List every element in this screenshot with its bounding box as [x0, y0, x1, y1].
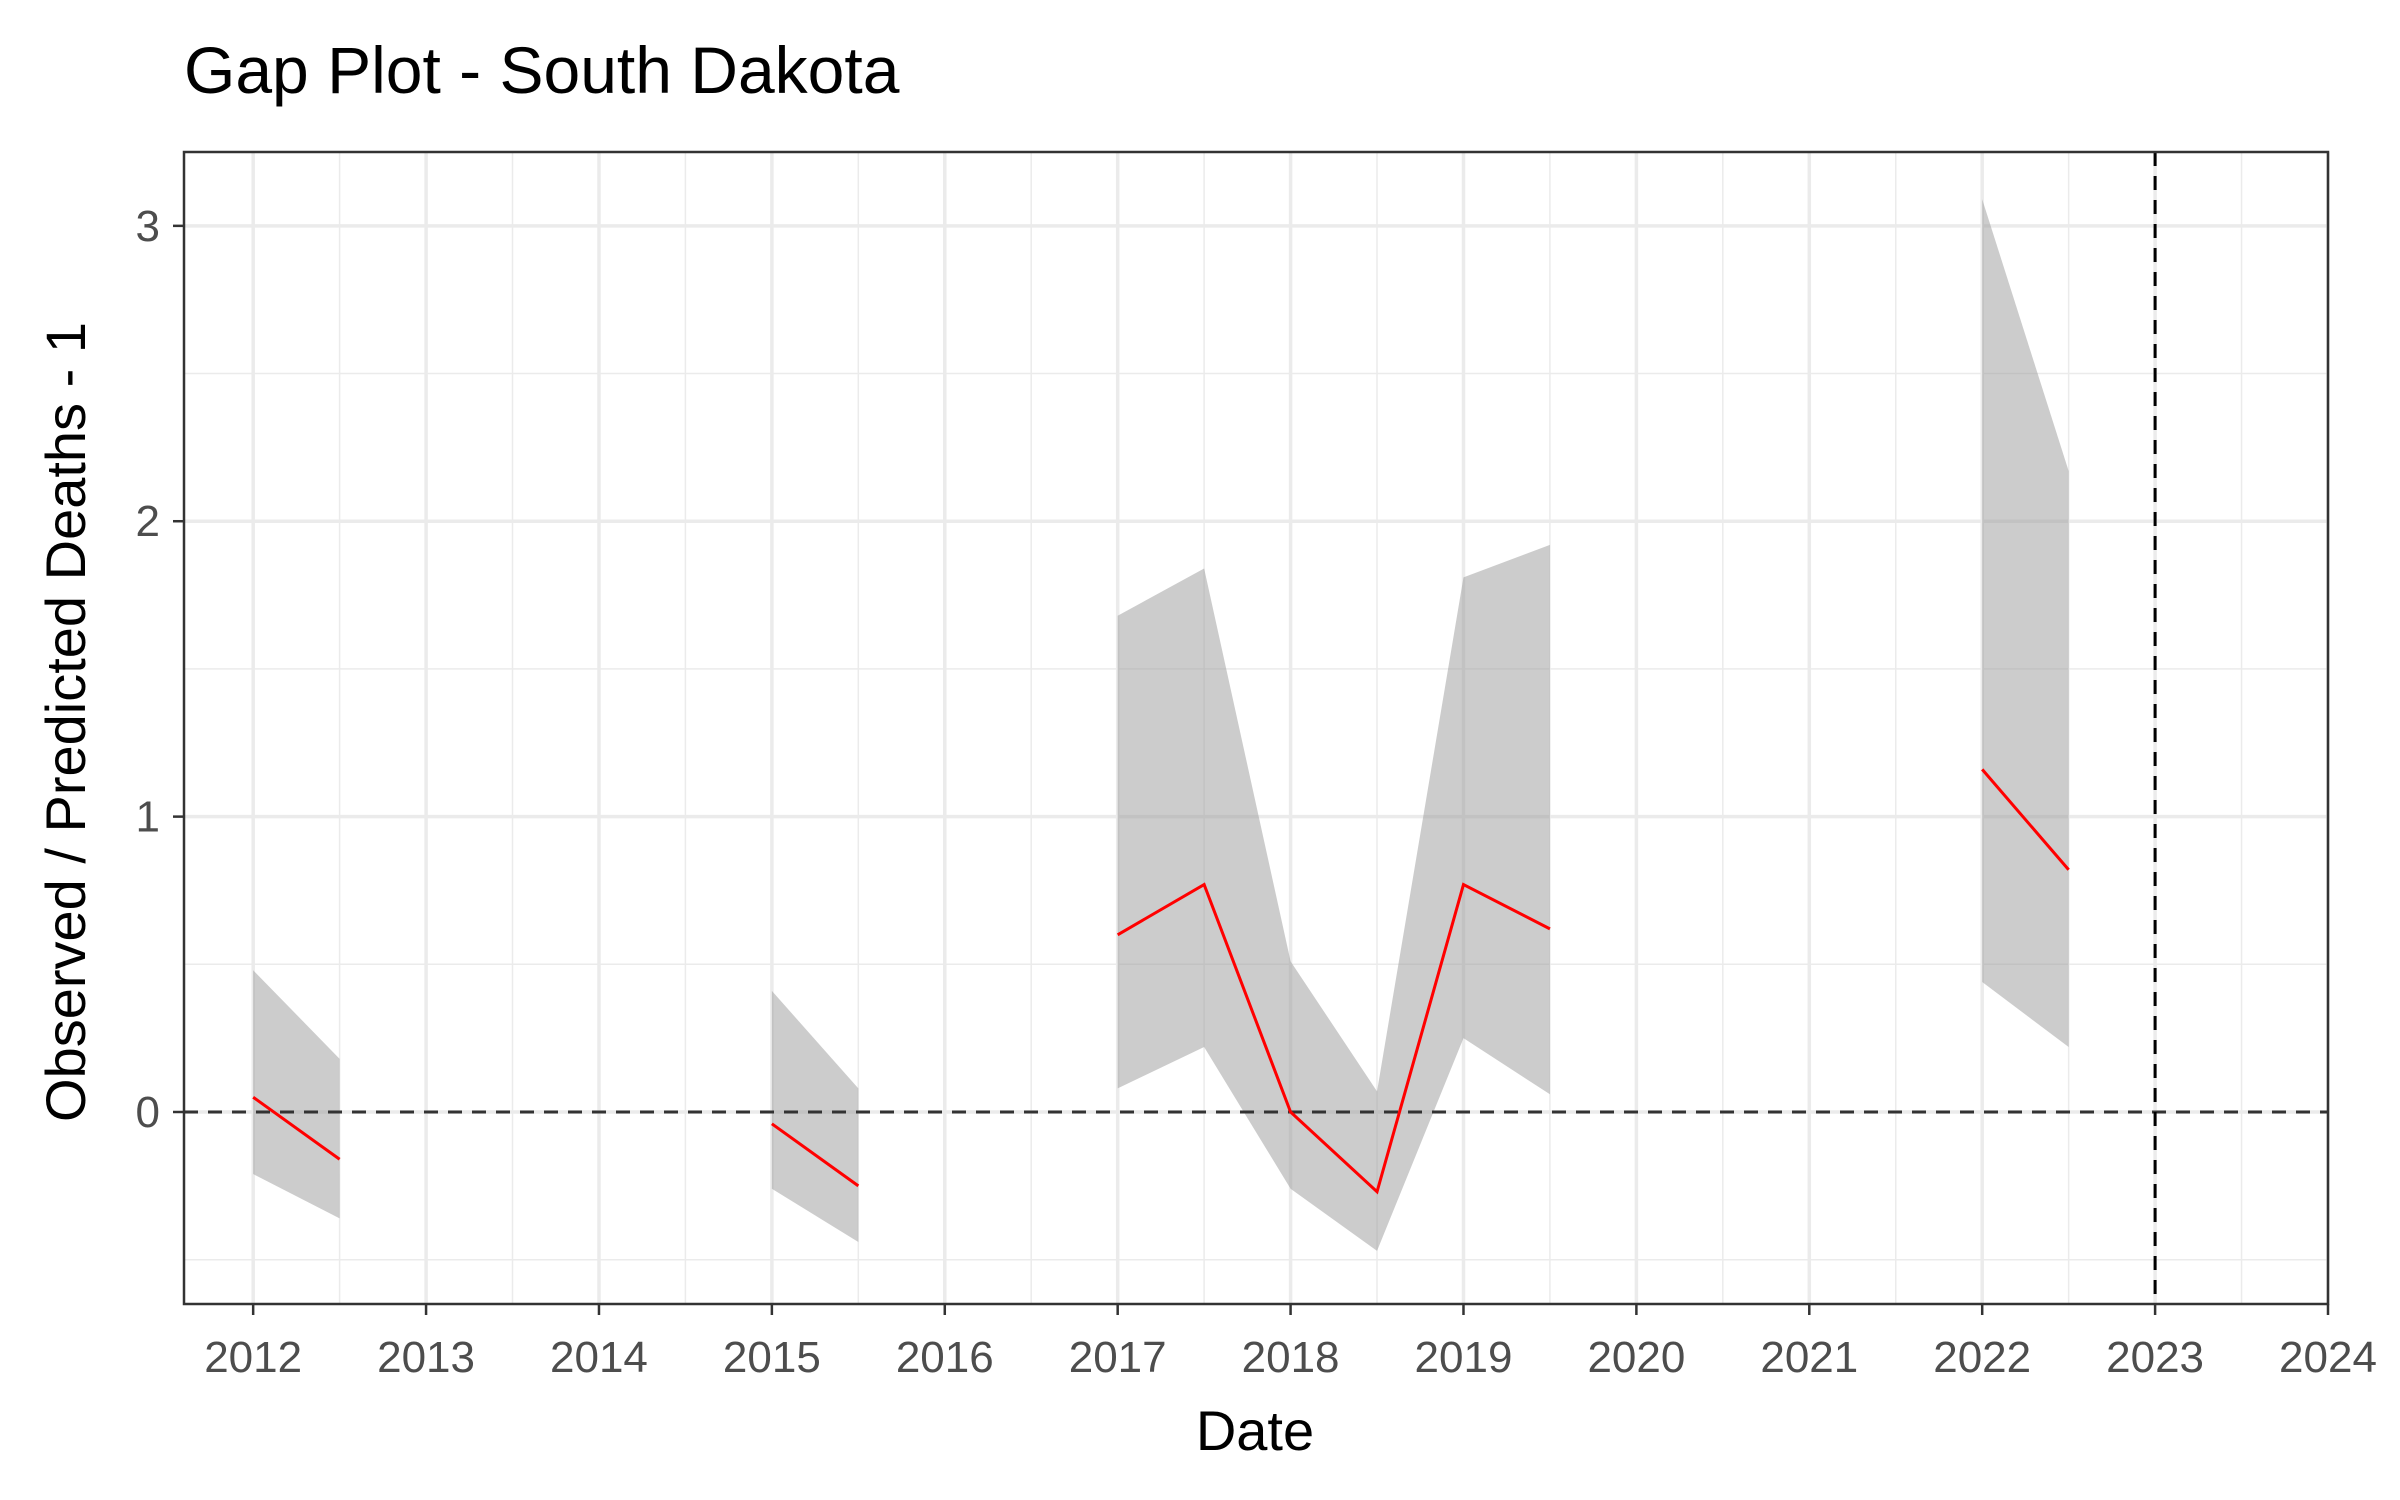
y-tick-label: 1 — [136, 793, 160, 842]
panel-border — [182, 150, 2330, 1306]
gap-line-segment-2017-2019 — [1116, 882, 1551, 1195]
y-tick-label: 0 — [136, 1088, 160, 1137]
confidence-band-segment-2022 — [1982, 199, 2069, 1048]
gap-line-segment-2022 — [1981, 768, 2070, 871]
x-tick-label: 2022 — [1933, 1333, 2031, 1382]
y-axis-title: Observed / Predicted Deaths - 1 — [34, 322, 97, 1122]
x-tick-label: 2015 — [723, 1333, 821, 1382]
x-tick-label: 2021 — [1760, 1333, 1858, 1382]
reference-lines — [184, 152, 2328, 1304]
y-tick-label: 3 — [136, 202, 160, 251]
x-tick-label: 2014 — [550, 1333, 648, 1382]
chart-title: Gap Plot - South Dakota — [184, 33, 900, 107]
axis-ticks: 2012 2013 2014 2015 2016 2017 2018 2019 2020 2021… — [136, 202, 2377, 1382]
x-tick-label: 2023 — [2106, 1333, 2204, 1382]
x-tick-label: 2012 — [204, 1333, 302, 1382]
x-axis-title: Date — [1196, 1399, 1314, 1462]
gap-line-segment-2015 — [770, 1122, 860, 1188]
confidence-band-segment-2015 — [771, 990, 859, 1242]
x-tick-label: 2019 — [1415, 1333, 1513, 1382]
x-tick-label: 2017 — [1069, 1333, 1167, 1382]
series-lines — [252, 768, 2070, 1195]
x-tick-label: 2020 — [1587, 1333, 1685, 1382]
confidence-band-segment-2017-2019 — [1117, 544, 1550, 1251]
confidence-band-segment-2012 — [253, 970, 340, 1219]
x-tick-label: 2013 — [377, 1333, 475, 1382]
x-tick-label: 2024 — [2279, 1333, 2377, 1382]
x-tick-label: 2016 — [896, 1333, 994, 1382]
confidence-bands — [253, 199, 2069, 1251]
y-tick-label: 2 — [136, 497, 160, 546]
gap-line-segment-2012 — [252, 1096, 341, 1161]
x-tick-label: 2018 — [1242, 1333, 1340, 1382]
